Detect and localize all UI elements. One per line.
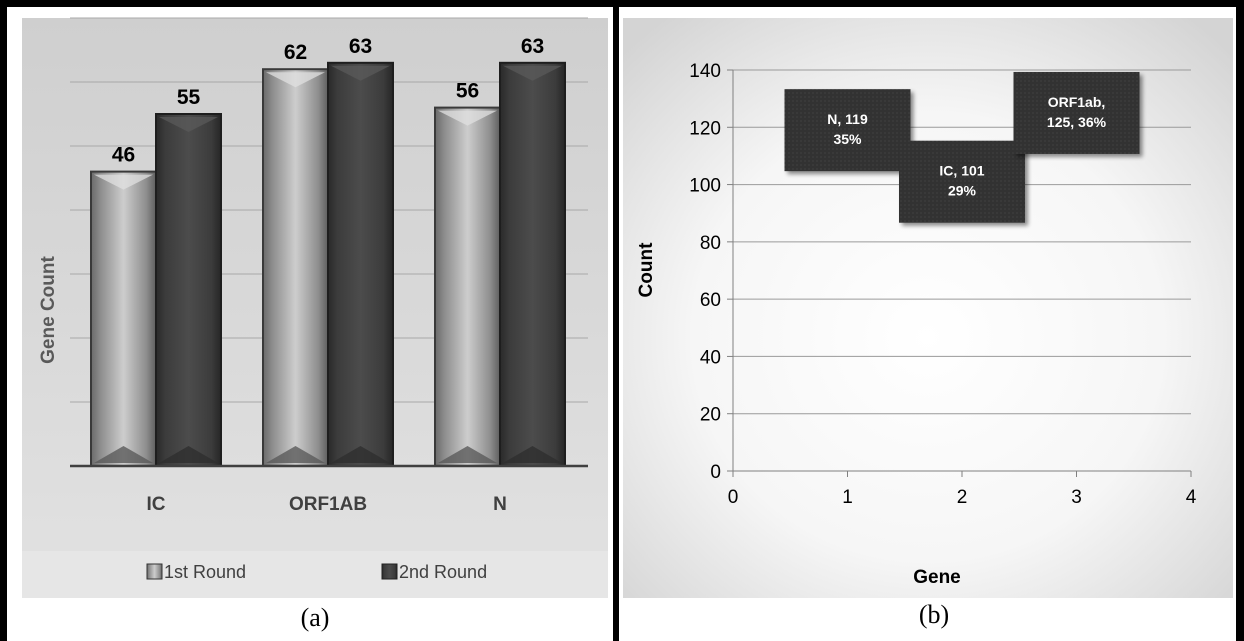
legend-swatch-2nd-round xyxy=(381,563,398,580)
bar-ic-series-2 xyxy=(155,113,222,467)
data-label-point-1: N, 119 35% xyxy=(784,89,911,172)
data-label-orf1ab-series-1: 62 xyxy=(284,41,307,64)
chart-b-y-axis-label: Count xyxy=(636,242,657,298)
frame-left-border xyxy=(0,0,7,641)
caption-b: (b) xyxy=(918,600,950,629)
chart-a-legend-area xyxy=(22,551,608,598)
data-label-text: N, 119 xyxy=(827,111,868,127)
data-label-text: ORF1ab, xyxy=(1048,94,1106,110)
x-tick-label-3: 3 xyxy=(1071,487,1082,508)
y-tick-label-80: 80 xyxy=(700,233,721,254)
caption-a: (a) xyxy=(300,603,330,632)
bar-ic-series-1 xyxy=(90,170,157,467)
frame-top-border xyxy=(0,0,1244,7)
category-label-orf1ab: ORF1AB xyxy=(289,494,367,515)
frame-right-border xyxy=(1236,0,1244,641)
data-label-ic-series-2: 55 xyxy=(177,86,201,109)
chart-b-x-axis-label: Gene xyxy=(913,567,961,588)
x-tick-label-0: 0 xyxy=(728,487,739,508)
data-label-text: 125, 36% xyxy=(1047,114,1107,130)
bar-orf1ab-series-2 xyxy=(327,61,394,468)
category-label-n: N xyxy=(493,494,507,515)
data-label-text: 29% xyxy=(948,183,977,199)
data-label-n-series-1: 56 xyxy=(456,80,479,103)
chart-b-y-tick-labels: 0 20 40 60 80 100 120 140 xyxy=(689,61,721,483)
data-label-text: 35% xyxy=(833,131,862,147)
panel-divider xyxy=(613,0,619,641)
bar-orf1ab-series-1 xyxy=(262,68,329,467)
category-label-ic: IC xyxy=(147,494,166,515)
x-tick-label-1: 1 xyxy=(842,487,853,508)
x-tick-label-4: 4 xyxy=(1186,487,1197,508)
chart-b-data-labels: N, 119 35% IC, 101 29% ORF1ab, 125, 36% xyxy=(784,71,1140,223)
data-label-orf1ab-series-2: 63 xyxy=(349,35,372,58)
bar-n-series-2 xyxy=(499,61,566,468)
chart-a-data-labels: 46 55 62 63 56 63 xyxy=(112,35,544,167)
chart-a-bars xyxy=(90,61,566,468)
y-tick-label-140: 140 xyxy=(689,61,721,82)
data-label-point-3: ORF1ab, 125, 36% xyxy=(1013,71,1140,154)
data-label-text: IC, 101 xyxy=(939,163,984,179)
legend-label-2nd-round: 2nd Round xyxy=(399,562,487,582)
chart-a-y-axis-label: Gene Count xyxy=(38,255,59,363)
y-tick-label-60: 60 xyxy=(700,290,721,311)
data-label-n-series-2: 63 xyxy=(521,35,544,58)
y-tick-label-20: 20 xyxy=(700,405,721,426)
chart-a-category-labels: IC ORF1AB N xyxy=(147,494,507,515)
chart-b-gridlines xyxy=(727,69,1192,477)
x-tick-label-2: 2 xyxy=(957,487,968,508)
data-label-ic-series-1: 46 xyxy=(112,144,135,167)
legend-label-1st-round: 1st Round xyxy=(164,562,246,582)
y-tick-label-40: 40 xyxy=(700,347,721,368)
data-label-point-2: IC, 101 29% xyxy=(899,140,1025,223)
y-tick-label-120: 120 xyxy=(689,118,721,139)
y-tick-label-0: 0 xyxy=(710,462,721,483)
bar-n-series-1 xyxy=(434,106,501,467)
legend-swatch-1st-round xyxy=(146,563,163,580)
chart-a-legend: 1st Round 2nd Round xyxy=(146,562,487,582)
y-tick-label-100: 100 xyxy=(689,176,721,197)
chart-b-x-tick-labels: 0 1 2 3 4 xyxy=(728,487,1197,508)
